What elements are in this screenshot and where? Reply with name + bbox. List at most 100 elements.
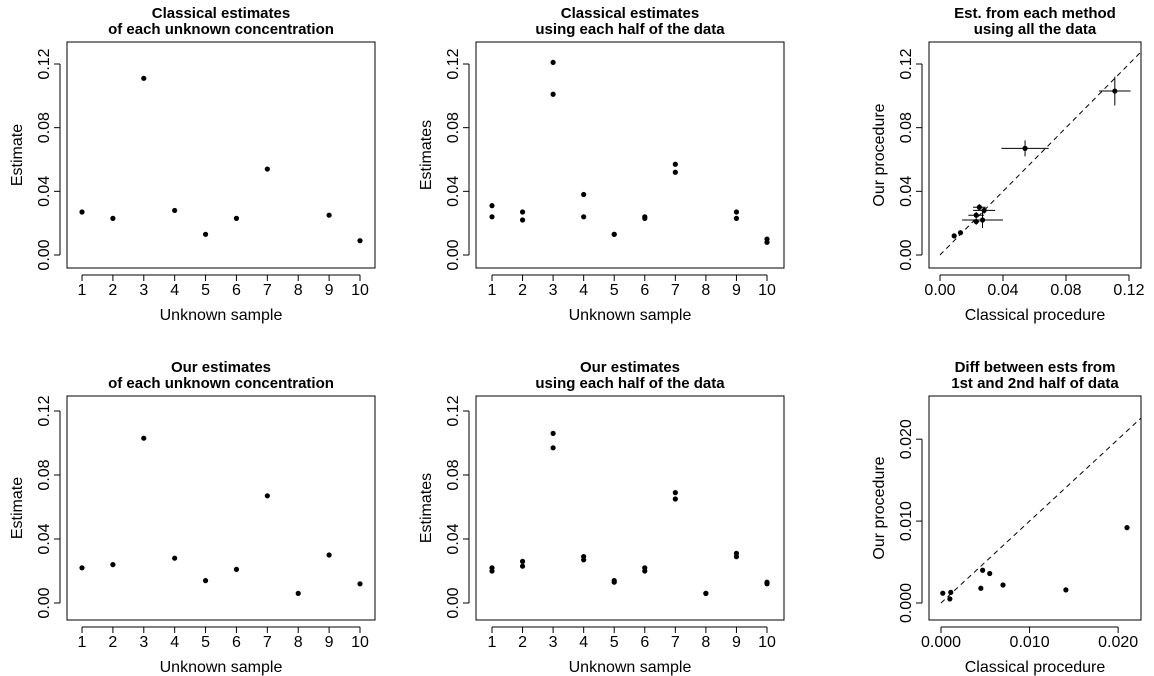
data-point — [357, 238, 363, 244]
x-tick-label: 4 — [579, 634, 588, 651]
y-axis-label: Estimate — [9, 477, 26, 539]
x-tick-label: 0.08 — [1050, 282, 1081, 299]
data-point — [489, 568, 495, 574]
data-point — [264, 493, 270, 499]
plot-frame — [475, 41, 785, 269]
x-tick-label: 10 — [758, 634, 776, 651]
data-point — [733, 209, 740, 215]
identity-reference-line — [940, 417, 1141, 604]
x-tick-label: 9 — [732, 282, 741, 299]
data-point — [940, 590, 946, 596]
plot-frame — [66, 41, 376, 269]
plot-frame — [928, 41, 1142, 269]
x-tick-label: 8 — [701, 634, 710, 651]
data-point — [519, 209, 526, 215]
x-tick-label: 2 — [108, 634, 117, 651]
x-tick-label: 4 — [579, 282, 588, 299]
x-tick-label: 3 — [139, 634, 148, 651]
x-tick-label: 0.04 — [987, 282, 1018, 299]
x-axis-label: Unknown sample — [160, 307, 283, 324]
data-point — [581, 191, 587, 198]
data-point — [295, 590, 301, 597]
data-point — [550, 91, 556, 97]
data-point — [642, 568, 648, 574]
x-tick-label: 0.020 — [1098, 634, 1138, 651]
y-axis-label: Estimate — [9, 124, 26, 186]
data-point — [550, 59, 556, 66]
data-point — [764, 239, 770, 245]
data-point — [980, 567, 986, 573]
x-tick-label: 3 — [139, 282, 148, 299]
x-tick-label: 0.00 — [924, 282, 955, 299]
x-tick-label: 10 — [351, 282, 369, 299]
y-tick-label: 0.04 — [36, 176, 53, 207]
data-point — [581, 557, 587, 563]
x-tick-label: 3 — [549, 634, 558, 651]
x-tick-label: 2 — [108, 282, 117, 299]
chart-title-line-1: Our estimates — [580, 359, 680, 376]
data-point — [172, 555, 178, 561]
plot-frame — [66, 395, 376, 621]
data-point — [1000, 582, 1006, 588]
data-point — [948, 589, 954, 595]
x-tick-label: 6 — [640, 282, 649, 299]
x-tick-label: 8 — [294, 282, 303, 299]
x-tick-label: 9 — [732, 634, 741, 651]
chart-title-line-1: Our estimates — [171, 359, 271, 376]
identity-reference-line — [939, 51, 1141, 256]
y-tick-label: 0.00 — [898, 239, 915, 270]
x-tick-label: 8 — [701, 282, 710, 299]
x-tick-label: 5 — [610, 282, 619, 299]
y-tick-label: 0.04 — [445, 176, 462, 207]
data-point — [978, 585, 984, 591]
x-tick-label: 1 — [488, 282, 497, 299]
x-axis-label: Unknown sample — [160, 659, 283, 676]
x-tick-label: 7 — [263, 634, 272, 651]
data-point — [951, 233, 957, 239]
data-point — [326, 552, 332, 558]
y-tick-label: 0.00 — [445, 587, 462, 618]
data-point — [264, 166, 270, 172]
y-tick-label: 0.00 — [36, 587, 53, 618]
y-axis-label: Estimates — [418, 473, 435, 543]
chart-title-line-1: Est. from each method — [954, 5, 1116, 22]
chart-title-line-2: 1st and 2nd half of data — [951, 375, 1119, 392]
x-tick-label: 6 — [232, 634, 241, 651]
x-tick-label: 10 — [758, 282, 776, 299]
data-point — [947, 596, 953, 602]
data-point — [233, 215, 240, 221]
data-point — [110, 215, 116, 221]
plot-frame — [475, 395, 785, 621]
y-tick-label: 0.000 — [898, 583, 915, 623]
x-tick-label: 7 — [671, 282, 680, 299]
x-tick-label: 5 — [201, 634, 210, 651]
data-point — [519, 217, 526, 223]
y-tick-label: 0.12 — [445, 395, 462, 426]
data-point — [987, 570, 993, 577]
chart-title-line-2: of each unknown concentration — [108, 21, 334, 38]
data-point — [1124, 525, 1130, 531]
x-tick-label: 0.000 — [921, 634, 961, 651]
x-tick-label: 1 — [78, 282, 87, 299]
y-tick-label: 0.12 — [898, 48, 915, 79]
chart-title-line-2: using each half of the data — [535, 375, 725, 392]
data-point — [519, 558, 526, 565]
data-point — [703, 590, 709, 597]
x-axis-label: Unknown sample — [569, 307, 692, 324]
x-axis-label: Classical procedure — [965, 659, 1106, 676]
y-tick-label: 0.08 — [36, 112, 53, 143]
x-tick-label: 1 — [488, 634, 497, 651]
data-point — [233, 566, 240, 573]
x-tick-label: 5 — [201, 282, 210, 299]
data-point — [672, 161, 678, 167]
x-axis-label: Classical procedure — [965, 307, 1106, 324]
x-tick-label: 6 — [232, 282, 241, 299]
data-point — [489, 214, 495, 220]
data-point — [733, 215, 740, 221]
chart-title-line-1: Classical estimates — [561, 5, 699, 22]
data-point — [550, 445, 556, 451]
y-tick-label: 0.00 — [445, 239, 462, 270]
